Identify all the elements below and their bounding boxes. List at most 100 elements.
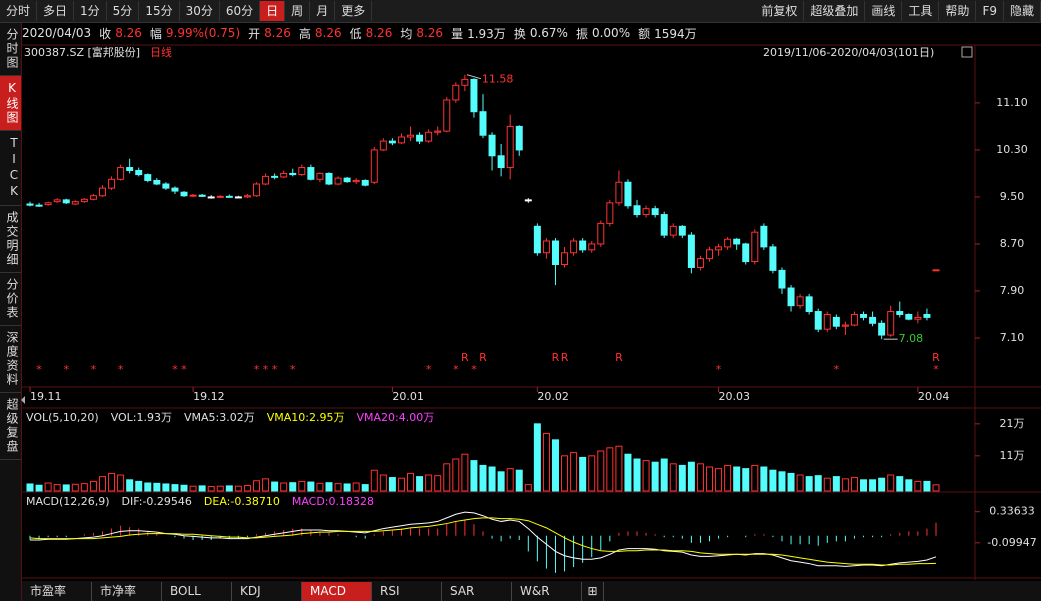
candle-body <box>461 78 469 86</box>
sidebar-tab[interactable]: 深度资料 <box>0 326 21 393</box>
period-button[interactable]: 月 <box>310 1 336 21</box>
info-label: 额 <box>638 26 651 41</box>
volume-bar <box>724 464 732 492</box>
indicator-tab[interactable]: SAR <box>442 581 512 601</box>
candle-body <box>914 316 922 320</box>
volume-bar <box>923 480 931 492</box>
settings-icon[interactable] <box>961 46 973 58</box>
signal-marker: * <box>36 363 42 376</box>
tool-button[interactable]: 画线 <box>865 1 903 21</box>
indicator-tab[interactable]: MACD <box>302 581 372 601</box>
candle-body <box>506 125 514 169</box>
indicator-tab[interactable]: 市盈率 <box>22 581 92 601</box>
candle-body <box>153 179 161 185</box>
volume-bar <box>334 483 342 492</box>
volume-bar <box>579 456 587 492</box>
candle-body <box>470 78 478 113</box>
tool-button[interactable]: 工具 <box>902 1 940 21</box>
tool-button[interactable]: 帮助 <box>939 1 977 21</box>
volume-bar <box>452 458 460 492</box>
tool-button[interactable]: 隐藏 <box>1004 1 1041 21</box>
candle-body <box>814 311 822 330</box>
sidebar-tab[interactable]: 分时图 <box>0 23 21 76</box>
signal-marker: * <box>453 363 459 376</box>
indicator-tab[interactable]: 市净率 <box>92 581 162 601</box>
candle-body <box>841 324 849 327</box>
volume-bar <box>524 484 532 492</box>
period-button[interactable]: 60分 <box>220 1 261 21</box>
volume-bar <box>497 471 505 492</box>
indicator-tab[interactable]: RSI <box>372 581 442 601</box>
candle-body <box>597 222 605 245</box>
sidebar-tab[interactable]: TICK <box>0 131 21 206</box>
info-date: 2020/04/03 <box>22 26 92 40</box>
info-value: 1.93万 <box>467 26 506 41</box>
indicator-tab[interactable]: BOLL <box>162 581 232 601</box>
volume-bar <box>370 469 378 492</box>
period-button[interactable]: 多日 <box>37 1 75 21</box>
candle-body <box>89 195 97 200</box>
volume-bar <box>207 486 215 492</box>
sidebar-tab[interactable]: 成交明细 <box>0 206 21 273</box>
signal-marker: * <box>63 363 69 376</box>
period-button[interactable]: 1分 <box>74 1 107 21</box>
volume-bar <box>234 485 242 492</box>
signal-marker: * <box>118 363 124 376</box>
candle-body <box>588 243 596 251</box>
y-tick-label: 0.33633 <box>989 505 1035 518</box>
candle-body <box>397 136 405 144</box>
period-button[interactable]: 周 <box>285 1 311 21</box>
volume-bar <box>878 477 886 492</box>
info-label: 开 <box>248 26 261 41</box>
candle-body <box>434 130 442 133</box>
period-button[interactable]: 5分 <box>107 1 140 21</box>
volume-bar <box>126 479 134 492</box>
volume-bar <box>769 469 777 492</box>
sidebar-tab[interactable]: K线图 <box>0 76 21 131</box>
volume-bar <box>262 478 270 492</box>
signal-marker: * <box>263 363 269 376</box>
volume-bar <box>198 485 206 492</box>
volume-bar <box>153 482 161 492</box>
candle-body <box>869 316 877 324</box>
info-value: 8.26 <box>314 26 342 40</box>
candle-body <box>733 238 741 245</box>
candle-body <box>570 240 578 254</box>
candle-body <box>262 175 270 185</box>
signal-marker: * <box>254 363 260 376</box>
volume-bar <box>696 463 704 492</box>
volume-bar <box>542 432 550 492</box>
period-button[interactable]: 日 <box>260 1 286 21</box>
period-button[interactable]: 15分 <box>139 1 180 21</box>
volume-bar <box>814 475 822 492</box>
date-range: 2019/11/06-2020/04/03(101日) <box>763 46 934 59</box>
candle-body <box>271 175 279 178</box>
sidebar-tab[interactable]: 分价表 <box>0 273 21 326</box>
candle-body <box>407 134 415 138</box>
tool-button[interactable]: 超级叠加 <box>804 1 866 21</box>
period-button[interactable]: 更多 <box>335 1 373 21</box>
period-button[interactable]: 分时 <box>0 1 38 21</box>
y-tick-label: 21万 <box>1000 417 1025 430</box>
volume-bar <box>615 445 623 492</box>
indicator-tab[interactable]: KDJ <box>232 581 302 601</box>
volume-bar <box>533 423 541 492</box>
sidebar-tab[interactable]: 超级复盘 <box>0 393 21 460</box>
info-value: 0.67% <box>529 26 568 40</box>
period-button[interactable]: 30分 <box>180 1 220 21</box>
candle-body <box>787 287 795 307</box>
volume-bar <box>651 461 659 492</box>
tool-button[interactable]: 前复权 <box>755 1 805 21</box>
signal-marker: R <box>461 351 469 364</box>
tool-buttons: 前复权 超级叠加 画线 工具 帮助 F9 隐藏 <box>755 1 1041 21</box>
candle-body <box>343 177 351 183</box>
add-tab[interactable]: ⊞ <box>582 581 604 601</box>
candle-body <box>443 99 451 132</box>
tool-button[interactable]: F9 <box>976 1 1004 21</box>
signal-marker: * <box>290 363 296 376</box>
signal-marker: * <box>172 363 178 376</box>
candle-body <box>905 313 913 320</box>
indicator-tab[interactable]: W&R <box>512 581 582 601</box>
volume-bar <box>189 485 197 492</box>
